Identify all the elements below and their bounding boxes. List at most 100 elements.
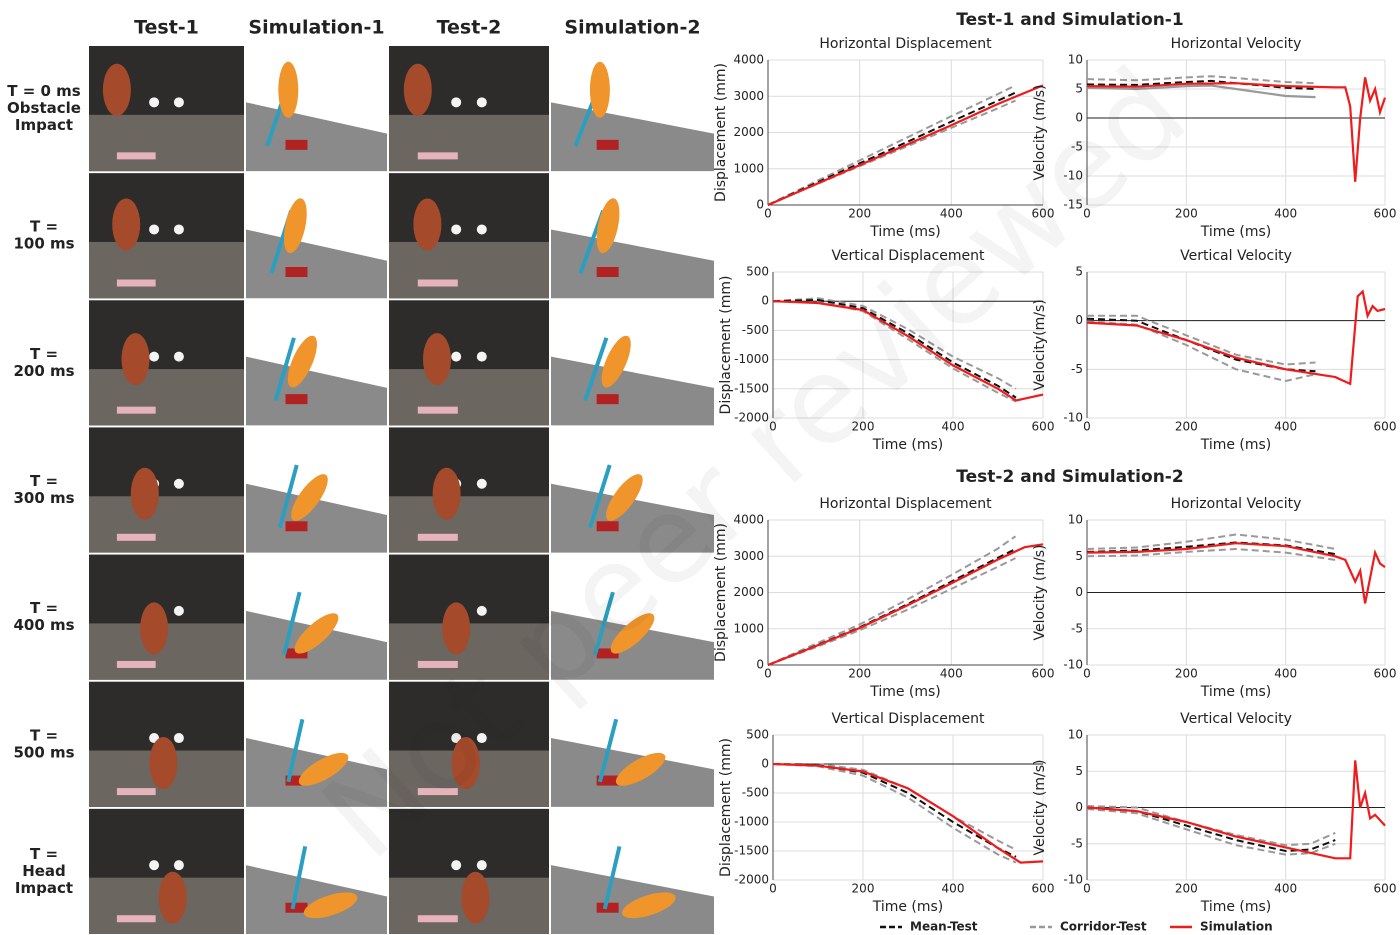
y-tick-label: 3000: [733, 549, 764, 563]
series-line: [767, 543, 1044, 667]
row-label: Impact: [15, 879, 73, 897]
x-tick-label: 0: [769, 420, 777, 434]
x-tick-label: 600: [1374, 207, 1397, 221]
floor: [389, 114, 549, 172]
row-label: Impact: [15, 116, 73, 134]
scooter: [290, 846, 308, 910]
y-tick-label: 0: [1075, 111, 1083, 125]
x-tick-label: 400: [942, 420, 965, 434]
rider: [432, 467, 461, 520]
legend-label: Corridor-Test: [1060, 920, 1147, 934]
obstacle: [285, 521, 308, 532]
scooter: [583, 337, 609, 402]
lamp: [451, 351, 462, 362]
y-tick-label: 5: [1075, 764, 1083, 778]
rider: [413, 198, 442, 251]
row-label: 500 ms: [13, 743, 74, 761]
row-label: T =: [30, 472, 58, 490]
y-axis-label: Displacement (mm): [713, 63, 729, 202]
x-axis-label: Time (ms): [872, 437, 944, 453]
x-axis-label: Time (ms): [1200, 684, 1272, 700]
y-axis-label: Velocity (m/s): [1032, 545, 1048, 641]
y-tick-label: 0: [1075, 800, 1083, 814]
scooter: [277, 464, 299, 529]
y-tick-label: -1000: [734, 815, 769, 829]
x-tick-label: 600: [1374, 420, 1397, 434]
lamp: [476, 605, 487, 616]
ground: [246, 865, 387, 934]
x-axis-label: Time (ms): [1200, 224, 1272, 240]
simulation-frame: [246, 300, 387, 426]
series-line: [1086, 542, 1386, 604]
rider: [130, 467, 159, 520]
x-tick-label: 0: [1083, 207, 1091, 221]
test-photo: [389, 554, 549, 680]
x-tick-label: 200: [852, 882, 875, 896]
scooter: [597, 718, 619, 783]
series-line: [1086, 533, 1336, 550]
x-axis-label: Time (ms): [869, 224, 941, 240]
x-tick-label: 200: [852, 420, 875, 434]
row-label: 300 ms: [13, 489, 74, 507]
obstacle: [596, 775, 619, 786]
lamp: [476, 733, 487, 744]
lamp: [149, 224, 160, 235]
x-tick-label: 600: [1032, 420, 1055, 434]
x-tick-label: 400: [942, 882, 965, 896]
rider: [102, 63, 131, 116]
simulation-frame: [551, 427, 714, 553]
scooter: [593, 591, 615, 656]
series-line: [1086, 75, 1316, 85]
lamp: [451, 224, 462, 235]
ground: [551, 102, 714, 172]
y-tick-label: 0: [1075, 313, 1083, 327]
y-tick-label: 4000: [733, 513, 764, 527]
test-photo: [389, 300, 549, 426]
lamp: [476, 97, 487, 108]
lamp: [173, 97, 184, 108]
floor: [389, 496, 549, 553]
section-title: Test-1 and Simulation-1: [956, 10, 1183, 30]
obstacle: [596, 521, 619, 532]
floor: [89, 369, 244, 426]
dummy: [278, 61, 299, 118]
obstacle: [116, 152, 156, 160]
lamp: [476, 224, 487, 235]
dummy: [589, 61, 610, 118]
lamp: [173, 478, 184, 489]
y-tick-label: 500: [746, 265, 769, 279]
rider: [423, 333, 451, 386]
column-header: Simulation-1: [248, 17, 384, 39]
test-photo: [89, 808, 244, 934]
x-tick-label: 400: [1274, 420, 1297, 434]
simulation-frame: [246, 46, 387, 172]
series-line: [1086, 760, 1386, 860]
simulation-frame: [551, 808, 714, 934]
row-label: T =: [30, 726, 58, 744]
y-tick-label: 3000: [733, 89, 764, 103]
lamp: [149, 351, 160, 362]
dummy: [596, 198, 620, 254]
y-tick-label: -2000: [734, 873, 769, 887]
x-tick-label: 400: [1274, 882, 1297, 896]
x-tick-label: 200: [1175, 667, 1198, 681]
lamp: [173, 605, 184, 616]
x-tick-label: 0: [1083, 420, 1091, 434]
series-line: [773, 763, 1017, 851]
dummy: [621, 892, 676, 919]
simulation-frame: [246, 427, 387, 553]
obstacle: [596, 394, 619, 405]
chart-title: Vertical Displacement: [831, 248, 985, 264]
rider: [121, 333, 150, 386]
dummy: [610, 613, 655, 654]
x-axis-label: Time (ms): [869, 684, 941, 700]
row-label: Obstacle: [7, 99, 81, 117]
lamp: [451, 860, 462, 871]
x-tick-label: 0: [764, 207, 772, 221]
obstacle: [285, 394, 308, 405]
y-tick-label: -5: [1071, 836, 1083, 850]
simulation-frame: [551, 681, 714, 807]
rider: [112, 198, 141, 251]
obstacle: [417, 406, 458, 414]
